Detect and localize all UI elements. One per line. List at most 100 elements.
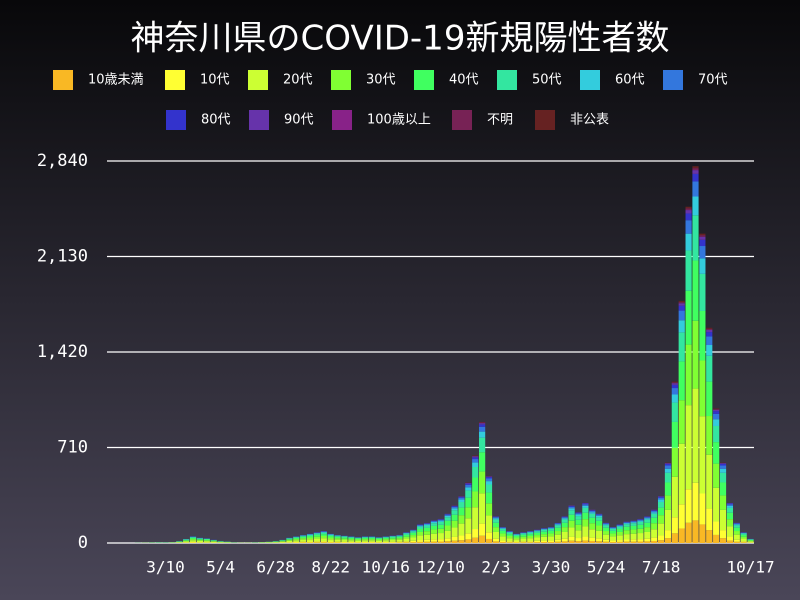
bar-segment <box>726 504 734 506</box>
bar-segment <box>527 538 534 542</box>
chart-title: 神奈川県のCOVID-19新規陽性者数 <box>131 19 670 59</box>
bar-segment <box>616 540 623 542</box>
bar-segment <box>437 524 444 529</box>
legend-swatch <box>580 70 600 90</box>
bar-segment <box>520 542 527 543</box>
bar-segment <box>479 424 486 427</box>
bar-segment <box>485 538 493 543</box>
bar-segment <box>547 529 555 531</box>
bar-segment <box>582 536 589 541</box>
bar-segment <box>719 538 727 543</box>
bar-segment <box>657 523 665 536</box>
bar-segment <box>527 531 534 532</box>
bar-segment <box>430 529 438 534</box>
bar-segment <box>513 534 520 535</box>
bar-segment <box>327 534 334 535</box>
bar-segment <box>692 168 699 171</box>
bar-segment <box>554 525 561 528</box>
bar-segment <box>306 541 314 543</box>
bar-segment <box>430 522 438 524</box>
bar-segment <box>527 536 534 539</box>
bar-segment <box>492 516 499 518</box>
bar-segment <box>651 513 658 518</box>
bar-segment <box>671 384 678 389</box>
bar-segment <box>451 514 458 521</box>
bar-segment <box>644 531 651 539</box>
bar-segment <box>540 531 548 535</box>
bar-segment <box>458 515 465 524</box>
bar-segment <box>437 519 444 521</box>
bar-segment <box>637 539 644 542</box>
bar-segment <box>417 535 424 541</box>
legend-label: 70代 <box>698 73 728 88</box>
bar-segment <box>485 492 493 504</box>
bar-segment <box>341 540 348 542</box>
bar-segment <box>203 538 210 540</box>
bar-segment <box>506 532 513 535</box>
bar-segment <box>183 539 190 541</box>
bar-segment <box>568 536 575 541</box>
bar-segment <box>664 495 672 510</box>
bar-segment <box>362 538 369 540</box>
bar-segment <box>582 505 589 508</box>
bar-segment <box>479 423 486 425</box>
bar-segment <box>575 524 582 531</box>
bar-segment <box>747 540 754 542</box>
legend-swatch <box>53 70 73 90</box>
bar-segment <box>348 539 355 541</box>
bar-segment <box>313 533 321 535</box>
bar-segment <box>210 541 217 542</box>
bar-segment <box>451 536 458 541</box>
x-tick-label: 3/30 <box>532 558 571 577</box>
bar-segment <box>540 529 548 532</box>
bar-segment <box>740 538 747 542</box>
bar-segment <box>596 517 603 521</box>
bar-segment <box>458 499 465 502</box>
bar-segment <box>396 536 403 539</box>
bar-segment <box>485 484 493 493</box>
bar-segment <box>699 235 706 237</box>
bar-segment <box>389 537 396 539</box>
bar-segment <box>589 510 596 511</box>
bar-segment <box>685 290 692 345</box>
bar-segment <box>575 530 582 539</box>
bar-segment <box>692 520 699 543</box>
legend-label: 50代 <box>532 73 562 88</box>
bar-segment <box>465 497 472 508</box>
bar-segment <box>506 534 513 537</box>
bar-segment <box>575 512 582 514</box>
bar-segment <box>437 539 444 542</box>
bar-segment <box>506 531 513 533</box>
bar-segment <box>664 538 672 543</box>
bar-segment <box>644 519 651 523</box>
bar-segment <box>616 531 623 536</box>
bar-segment <box>327 539 334 542</box>
bar-segment <box>657 540 665 543</box>
legend-label: 非公表 <box>570 113 609 128</box>
bar-segment <box>540 536 548 541</box>
bar-segment <box>596 538 603 542</box>
legend-swatch <box>414 70 434 90</box>
bar-segment <box>355 539 362 541</box>
bar-segment <box>554 527 561 532</box>
bar-segment <box>582 526 589 537</box>
bar-segment <box>589 540 596 543</box>
bar-segment <box>286 538 293 540</box>
bar-segment <box>671 382 678 384</box>
bar-segment <box>609 527 616 529</box>
legend-swatch <box>452 110 472 130</box>
bar-segment <box>485 477 493 479</box>
bar-segment <box>341 538 348 541</box>
bar-segment <box>348 537 355 539</box>
bar-segment <box>699 233 706 236</box>
bar-segment <box>664 463 672 464</box>
bar-segment <box>306 534 314 537</box>
legend-label: 10代 <box>200 73 230 88</box>
bar-segment <box>410 535 417 538</box>
bar-segment <box>719 463 727 466</box>
bar-segment <box>685 220 692 234</box>
bar-segment <box>602 534 610 540</box>
legend-swatch <box>248 70 268 90</box>
bar-segment <box>602 527 610 532</box>
bar-segment <box>313 542 321 543</box>
